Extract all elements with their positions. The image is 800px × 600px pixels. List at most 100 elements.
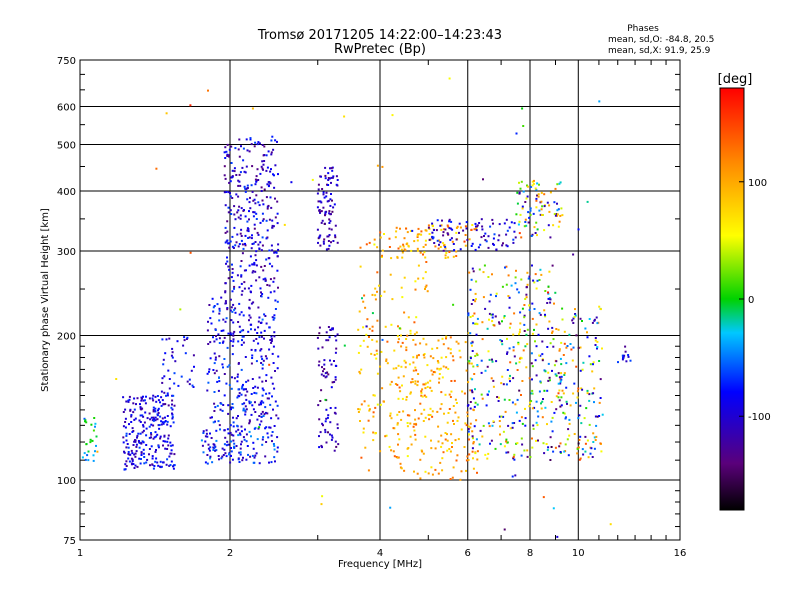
data-point xyxy=(229,195,232,198)
data-point xyxy=(596,340,599,343)
data-point xyxy=(498,322,501,325)
data-point xyxy=(502,430,505,433)
data-point xyxy=(224,452,227,455)
data-point xyxy=(262,163,265,166)
data-point xyxy=(161,377,164,380)
data-point xyxy=(265,374,268,377)
data-point xyxy=(390,323,393,326)
data-point xyxy=(509,374,511,377)
data-point xyxy=(592,361,595,364)
data-point xyxy=(240,329,243,332)
data-point xyxy=(190,369,193,372)
data-point xyxy=(231,376,233,379)
data-point xyxy=(263,337,265,340)
data-point xyxy=(469,422,472,425)
data-point xyxy=(258,142,261,145)
data-point xyxy=(549,342,552,345)
data-point xyxy=(430,369,433,372)
data-point xyxy=(237,148,240,151)
data-point xyxy=(629,359,632,362)
data-point xyxy=(403,469,406,472)
data-point xyxy=(430,389,433,392)
data-point xyxy=(485,240,488,243)
data-point xyxy=(447,367,450,370)
data-point xyxy=(225,150,228,153)
data-point xyxy=(263,329,266,332)
data-point xyxy=(586,331,588,334)
data-point xyxy=(397,364,400,367)
data-point xyxy=(594,439,597,441)
data-point xyxy=(516,398,519,401)
data-point xyxy=(327,235,330,238)
data-point xyxy=(325,417,328,420)
data-point xyxy=(467,428,470,430)
data-point xyxy=(543,229,546,232)
data-point xyxy=(471,350,474,352)
data-point xyxy=(250,247,253,250)
data-point xyxy=(519,322,522,325)
data-point xyxy=(371,312,374,315)
data-point xyxy=(262,218,265,221)
data-point xyxy=(274,197,276,200)
x-tick-label: 6 xyxy=(465,548,471,559)
data-point xyxy=(537,333,540,336)
data-point xyxy=(215,429,218,432)
data-point xyxy=(145,427,148,430)
data-point xyxy=(493,324,496,327)
data-point xyxy=(491,320,494,323)
data-point xyxy=(560,207,563,210)
data-point xyxy=(535,400,538,403)
data-point xyxy=(161,338,164,341)
data-point xyxy=(428,238,431,241)
data-point xyxy=(525,333,528,336)
data-point xyxy=(273,186,276,189)
data-point xyxy=(271,226,274,229)
data-point xyxy=(518,181,520,184)
data-point xyxy=(271,395,273,398)
data-point xyxy=(376,352,379,355)
data-point xyxy=(130,421,133,423)
y-tick-label: 500 xyxy=(57,141,76,152)
data-point xyxy=(125,439,128,442)
data-point xyxy=(557,225,560,228)
data-point xyxy=(329,421,332,424)
data-point xyxy=(330,386,333,389)
data-point xyxy=(333,449,336,452)
data-point xyxy=(458,231,460,234)
data-point xyxy=(266,412,269,415)
data-point xyxy=(171,394,174,397)
data-point xyxy=(272,318,275,321)
data-point xyxy=(317,241,319,244)
data-point xyxy=(591,370,594,373)
data-point xyxy=(557,372,560,375)
data-point xyxy=(250,393,253,395)
data-point xyxy=(237,340,240,343)
data-point xyxy=(449,396,452,398)
data-point xyxy=(330,438,333,441)
data-point xyxy=(508,347,511,350)
data-point xyxy=(510,284,513,287)
data-point xyxy=(139,403,141,406)
data-point xyxy=(235,193,238,196)
data-point xyxy=(228,246,231,249)
data-point xyxy=(225,444,228,447)
data-point xyxy=(332,240,335,242)
data-point xyxy=(591,456,594,458)
data-point xyxy=(449,450,452,453)
data-point xyxy=(573,382,576,385)
data-point xyxy=(232,321,235,324)
data-point xyxy=(133,408,136,411)
data-point xyxy=(544,290,547,292)
data-point xyxy=(237,209,240,212)
data-point xyxy=(253,223,256,226)
data-point xyxy=(243,269,246,272)
data-point xyxy=(317,188,320,191)
data-point xyxy=(138,457,141,460)
data-point xyxy=(499,443,502,446)
data-point xyxy=(521,207,524,210)
data-point xyxy=(257,243,260,246)
data-point xyxy=(368,336,370,338)
data-point xyxy=(233,167,236,170)
data-point xyxy=(260,186,263,189)
